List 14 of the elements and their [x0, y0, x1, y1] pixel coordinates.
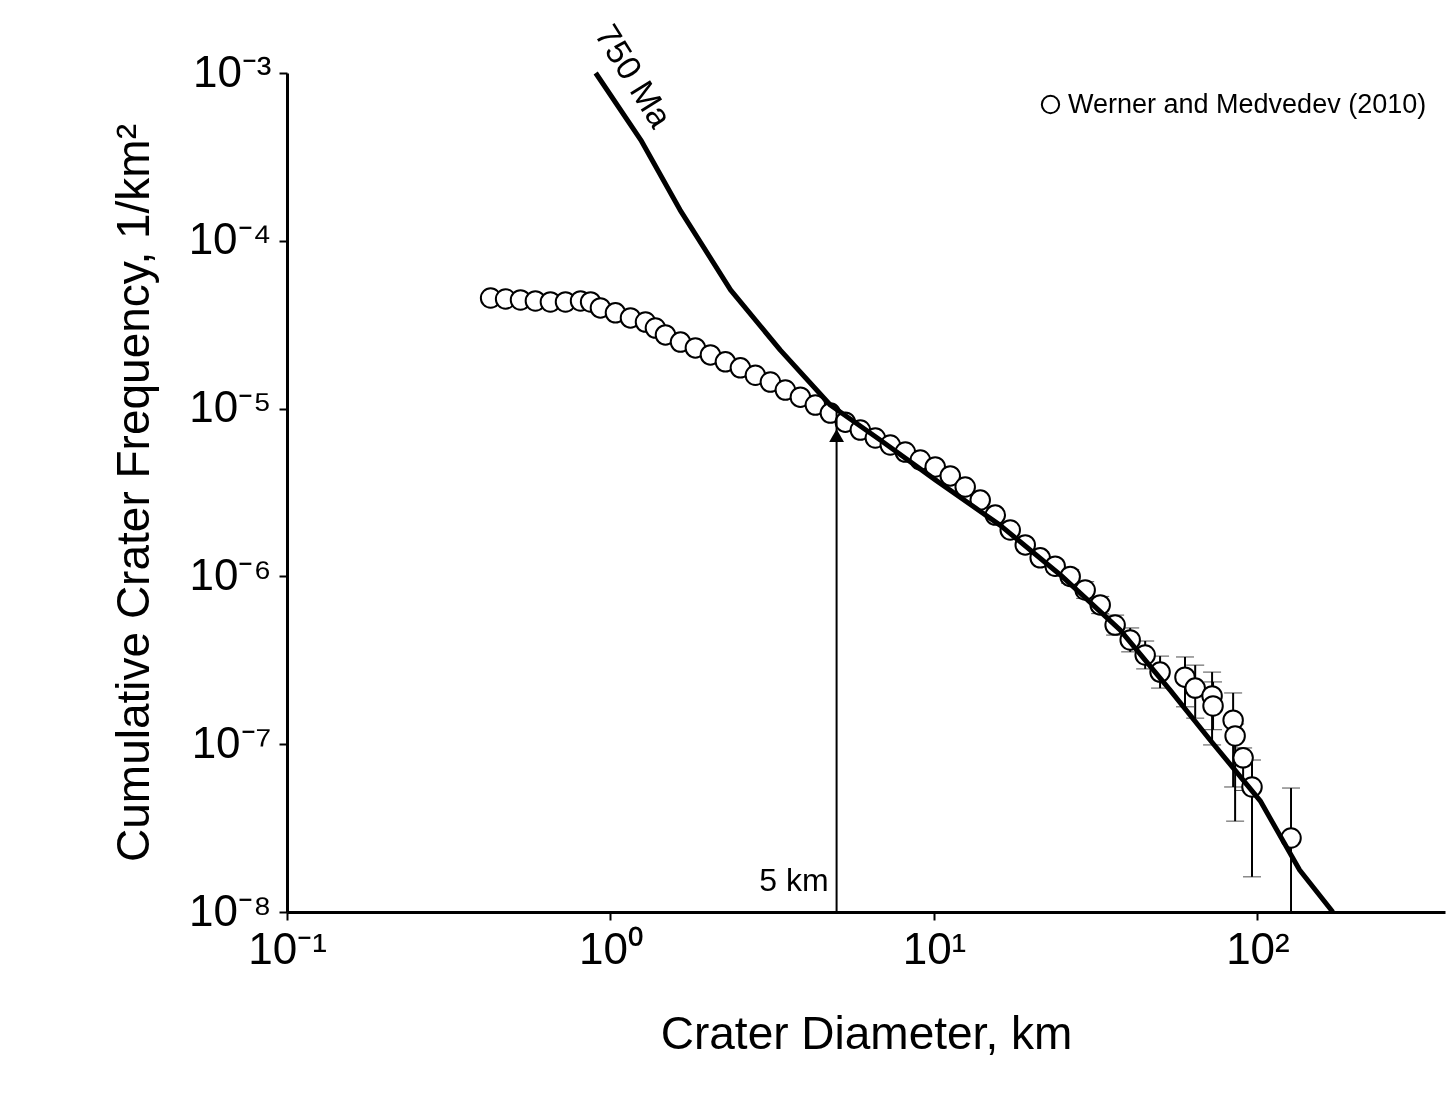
y-tick-label: 10⁻⁶	[189, 549, 272, 599]
y-axis-title: Cumulative Crater Frequency, 1/km²	[106, 124, 159, 862]
legend-label: Werner and Medvedev (2010)	[1068, 88, 1427, 119]
x-tick-label: 10⁰	[579, 923, 643, 973]
y-tick-label: 10⁻⁷	[191, 717, 272, 767]
y-tick-label: 10⁻⁴	[188, 214, 272, 264]
x-tick-label: 10⁻¹	[248, 923, 327, 973]
x-axis-title: Crater Diameter, km	[660, 1006, 1073, 1059]
y-tick-label: 10⁻⁵	[189, 382, 272, 432]
x-tick-label: 10¹	[902, 923, 967, 973]
x-tick-label: 10²	[1226, 923, 1290, 973]
ref-line-label: 5 km	[759, 862, 829, 898]
text: 750 Ma	[587, 17, 681, 135]
y-tick-label: 10⁻³	[192, 46, 272, 96]
